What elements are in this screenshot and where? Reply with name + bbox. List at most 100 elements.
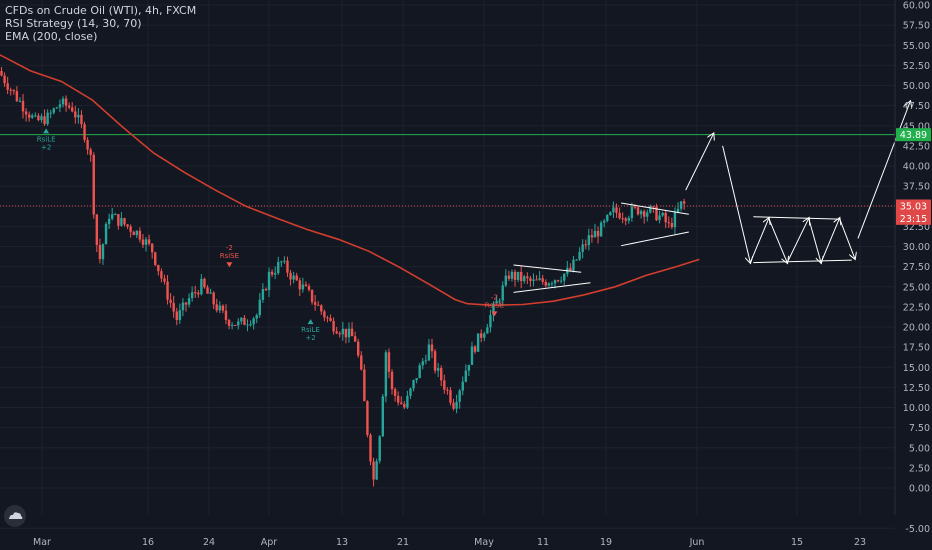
candle-body bbox=[117, 214, 120, 226]
candle-body bbox=[132, 231, 135, 236]
candle-body bbox=[273, 273, 277, 275]
candle-body bbox=[80, 114, 83, 125]
candle-body bbox=[384, 352, 388, 397]
time-tick-label: 11 bbox=[537, 537, 549, 548]
candle-body bbox=[18, 100, 22, 102]
candle-body bbox=[486, 327, 489, 334]
candle-body bbox=[633, 206, 637, 208]
candle-body bbox=[581, 244, 584, 252]
candle-body bbox=[95, 214, 99, 245]
candle-body bbox=[569, 267, 572, 271]
candle-body bbox=[292, 275, 295, 280]
cloud-icon bbox=[9, 512, 23, 519]
candle-body bbox=[609, 212, 612, 215]
time-tick-label: May bbox=[474, 537, 494, 548]
ema-line bbox=[0, 54, 700, 307]
candle-body bbox=[120, 218, 123, 226]
rsi-strategy-label[interactable]: RSI Strategy (14, 30, 70) bbox=[5, 17, 142, 30]
time-axis[interactable]: Mar 16 24 Apr 13 21 May 11 19 Jun 15 23 bbox=[33, 537, 866, 548]
candle-body bbox=[446, 389, 449, 391]
price-tick-label: 42.50 bbox=[903, 141, 930, 152]
price-tick-label: 45.00 bbox=[903, 121, 930, 132]
pattern-trendline bbox=[513, 282, 591, 293]
pattern-trendline bbox=[621, 231, 689, 247]
candle-body bbox=[436, 368, 440, 371]
candle-body bbox=[544, 281, 547, 286]
candle-body bbox=[489, 314, 492, 328]
candle-body bbox=[277, 261, 280, 274]
price-badge bbox=[896, 199, 931, 213]
candle-body bbox=[630, 206, 634, 218]
long-signal-arrow bbox=[307, 319, 314, 325]
candle-body bbox=[147, 239, 151, 244]
projection-arrow bbox=[749, 218, 768, 263]
time-tick-label: 16 bbox=[142, 537, 154, 548]
candle-body bbox=[538, 278, 541, 280]
ema-indicator-label[interactable]: EMA (200, close) bbox=[5, 30, 98, 43]
candle-body bbox=[415, 378, 418, 381]
candle-body bbox=[55, 107, 59, 109]
candle-body bbox=[129, 226, 132, 232]
candle-body bbox=[353, 336, 357, 342]
price-tick-label: 5.00 bbox=[909, 443, 930, 454]
symbol-title[interactable]: CFDs on Crude Oil (WTI), 4h, FXCM bbox=[5, 4, 197, 17]
candle-body bbox=[455, 401, 458, 409]
candle-body bbox=[406, 395, 409, 408]
candlesticks bbox=[0, 66, 686, 487]
price-tick-label: 20.00 bbox=[903, 323, 930, 334]
candle-body bbox=[304, 284, 308, 287]
candle-body bbox=[160, 271, 163, 279]
candle-body bbox=[37, 115, 40, 121]
tradingview-logo[interactable] bbox=[4, 505, 26, 527]
candle-body bbox=[483, 333, 486, 338]
candle-body bbox=[178, 310, 182, 321]
candle-body bbox=[101, 244, 105, 260]
candle-body bbox=[652, 206, 655, 208]
long-signal-arrow bbox=[43, 128, 50, 134]
signal-qty: +2 bbox=[41, 143, 51, 151]
price-tick-label: 52.50 bbox=[903, 61, 930, 72]
candle-body bbox=[578, 251, 581, 260]
candle-body bbox=[190, 292, 194, 299]
candle-body bbox=[307, 286, 311, 290]
price-tick-label: 10.00 bbox=[903, 403, 930, 414]
price-tick-label: 32.50 bbox=[903, 222, 930, 233]
candle-body bbox=[64, 98, 68, 106]
price-tick-label: 30.00 bbox=[903, 242, 930, 253]
candle-body bbox=[375, 461, 378, 480]
candle-body bbox=[363, 369, 366, 402]
candle-body bbox=[492, 303, 495, 315]
projection-arrow bbox=[820, 218, 839, 263]
candle-body bbox=[237, 321, 240, 326]
projection-arrow bbox=[768, 218, 787, 262]
price-tick-label: -5.00 bbox=[905, 524, 930, 535]
candle-body bbox=[587, 235, 591, 246]
candle-body bbox=[606, 214, 609, 221]
candle-body bbox=[141, 239, 145, 245]
candle-body bbox=[6, 83, 9, 90]
candle-body bbox=[92, 154, 95, 215]
pattern-trendline bbox=[513, 264, 582, 273]
trendline-drawings[interactable] bbox=[513, 102, 911, 293]
candle-body bbox=[317, 304, 320, 306]
candle-body bbox=[470, 346, 474, 365]
candle-body bbox=[135, 230, 138, 236]
candle-body bbox=[264, 289, 268, 291]
price-tick-label: 57.50 bbox=[903, 21, 930, 32]
candle-body bbox=[206, 287, 209, 294]
time-tick-label: 19 bbox=[600, 537, 612, 548]
candle-body bbox=[52, 108, 55, 113]
candle-body bbox=[49, 112, 52, 114]
projection-arrow bbox=[722, 145, 751, 263]
candle-body bbox=[249, 324, 252, 326]
candle-body bbox=[449, 390, 452, 403]
candle-body bbox=[501, 285, 504, 301]
candle-body bbox=[575, 259, 578, 261]
candle-body bbox=[83, 124, 86, 140]
candle-body bbox=[114, 214, 117, 216]
candle-body bbox=[126, 224, 129, 227]
candle-body bbox=[111, 214, 114, 219]
